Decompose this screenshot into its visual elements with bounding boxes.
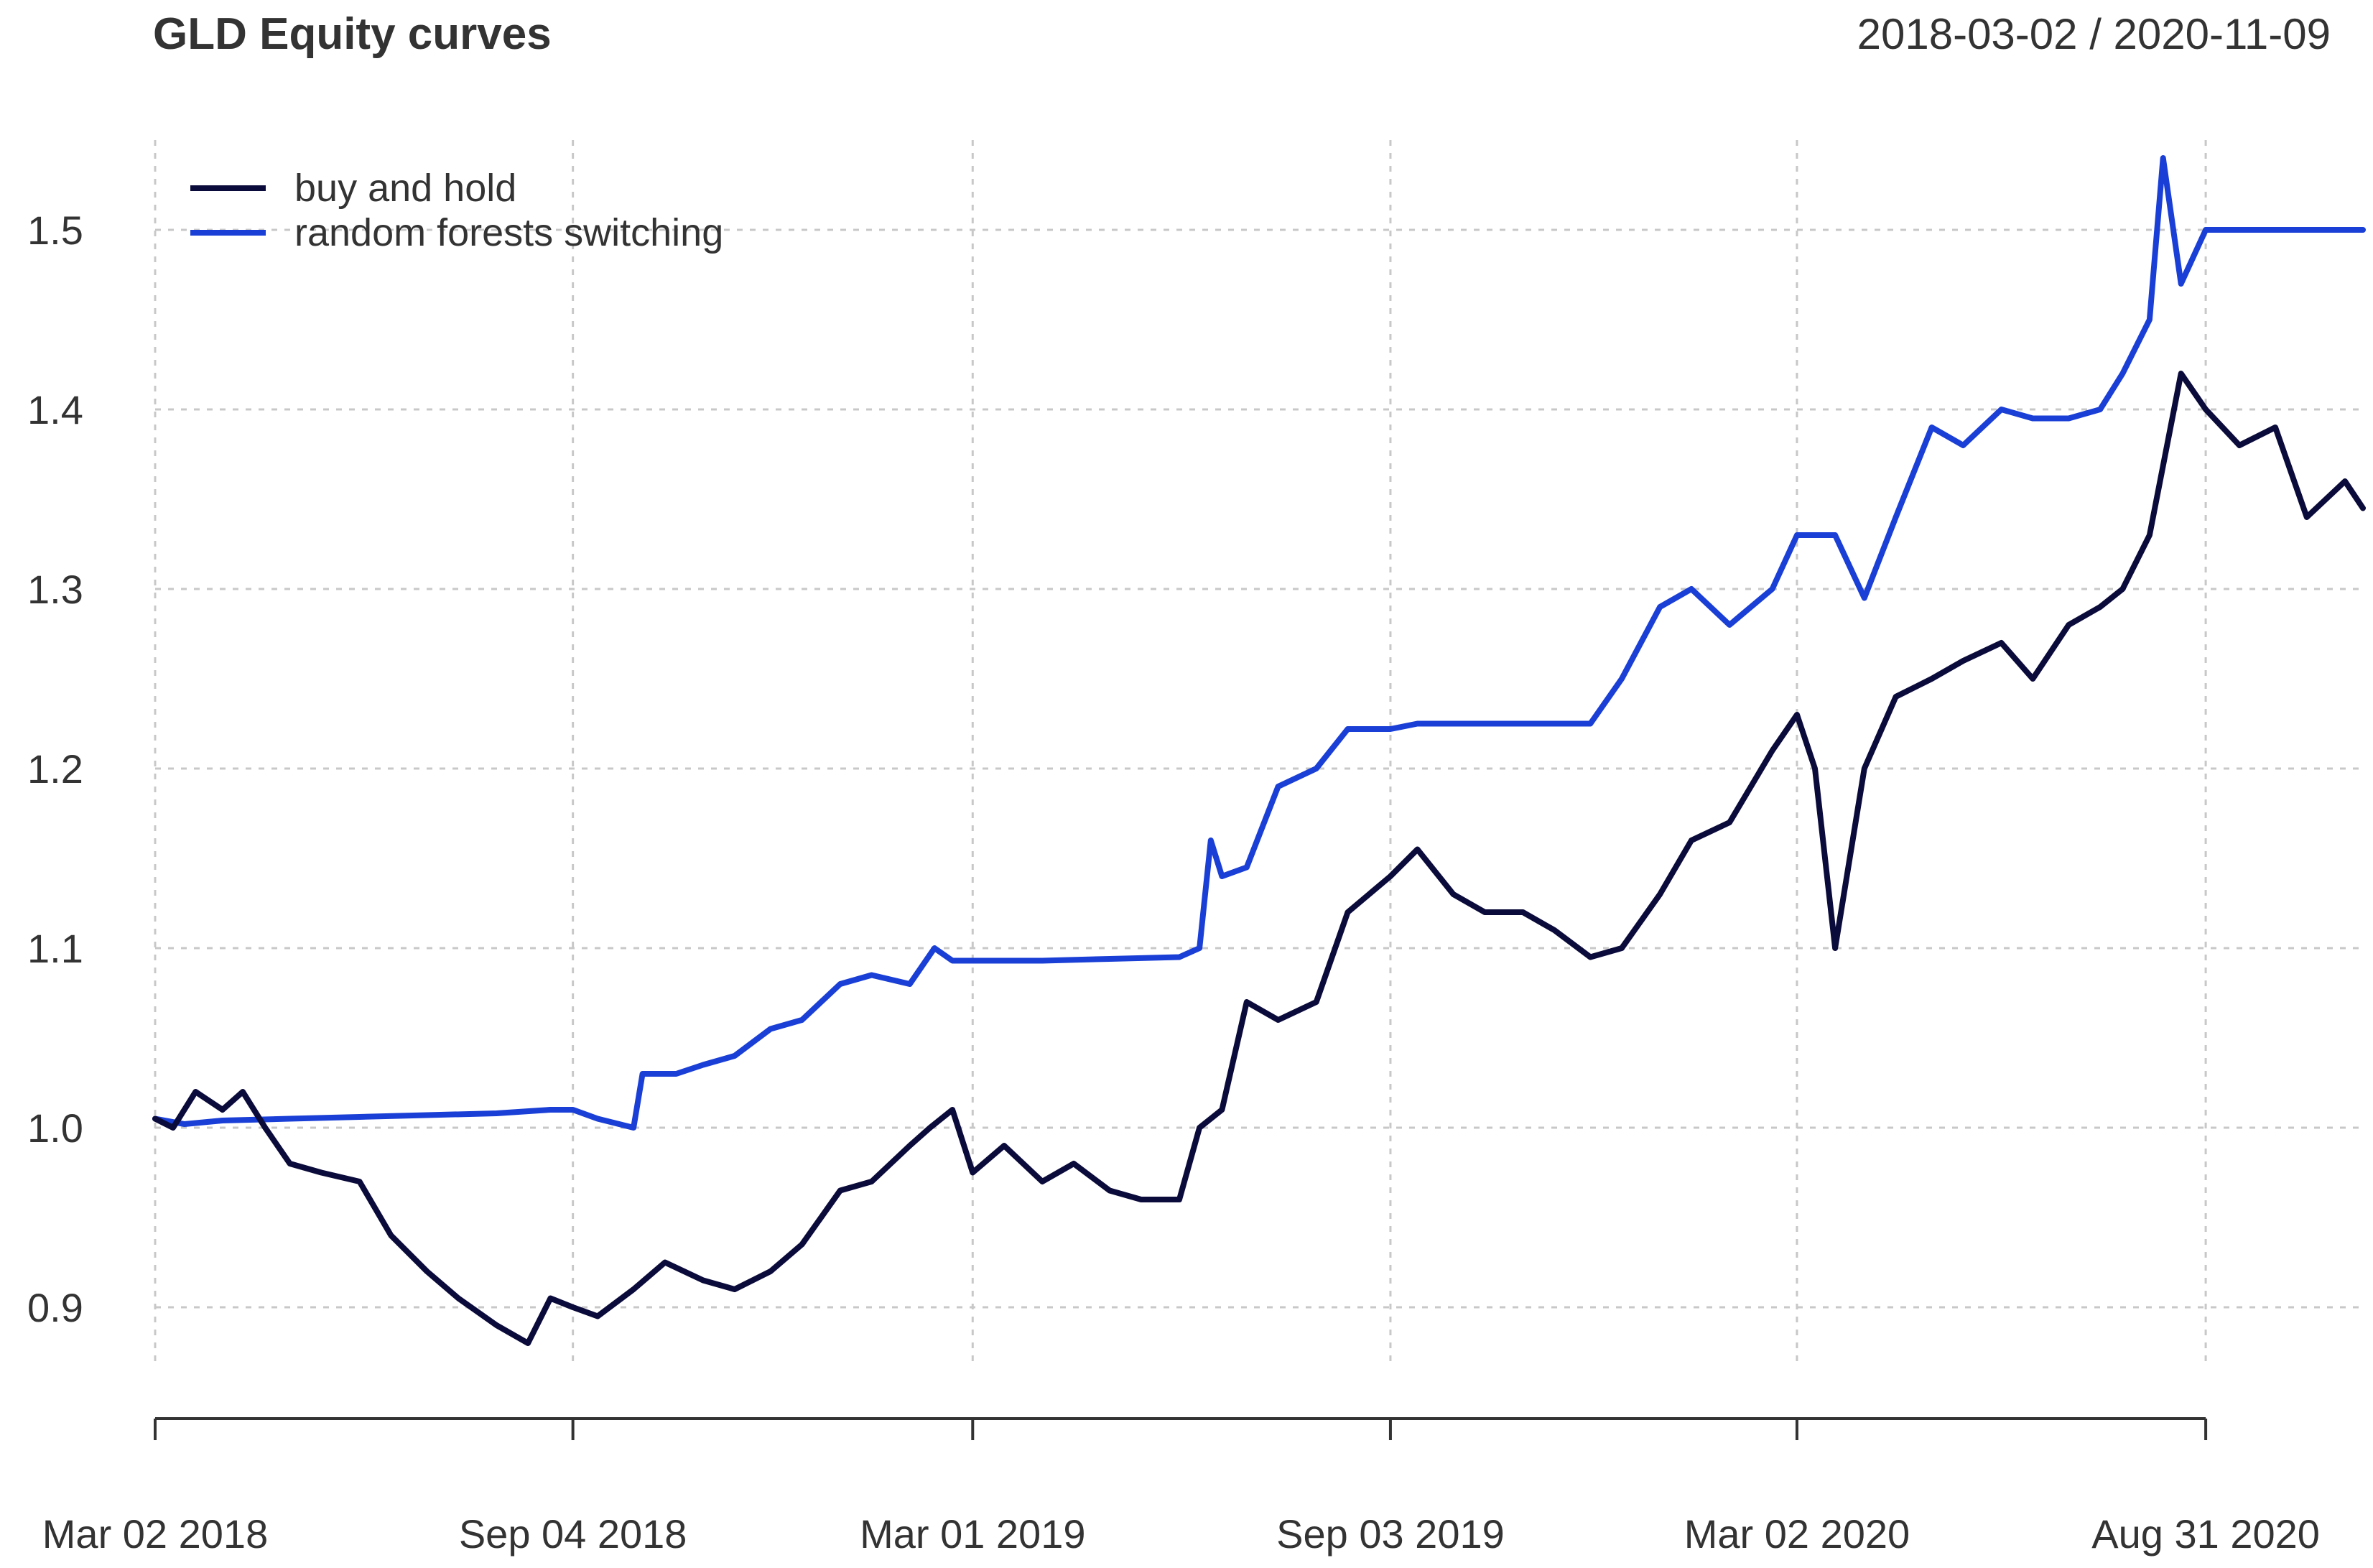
y-tick-label: 1.0	[27, 1105, 83, 1151]
series-line-buy-and-hold	[152, 371, 2366, 1346]
y-tick-label: 1.5	[27, 208, 83, 253]
y-tick-label: 0.9	[27, 1285, 83, 1330]
x-tick-label: Mar 02 2018	[42, 1511, 268, 1557]
y-tick-label: 1.3	[27, 567, 83, 612]
x-axis: Mar 02 2018 Sep 04 2018 Mar 01 2019 Sep 03 …	[42, 1417, 2320, 1557]
date-range-label: 2018-03-02 / 2020-11-09	[1857, 10, 2331, 58]
y-axis: 0.9 1.0 1.1 1.2 1.3 1.4 1.5	[27, 208, 83, 1330]
x-tick-label: Sep 03 2019	[1276, 1511, 1505, 1557]
y-tick-label: 1.1	[27, 926, 83, 971]
x-tick-label: Mar 01 2019	[860, 1511, 1085, 1557]
series-lines	[152, 155, 2366, 1346]
chart-title: GLD Equity curves	[153, 9, 552, 59]
series-line-random-forests-switching	[152, 155, 2366, 1131]
y-tick-label: 1.4	[27, 387, 83, 432]
x-tick-label: Sep 04 2018	[459, 1511, 687, 1557]
legend-label: buy and hold	[294, 167, 516, 210]
y-tick-label: 1.2	[27, 746, 83, 792]
grid	[154, 140, 2363, 1361]
x-tick-label: Aug 31 2020	[2091, 1511, 2320, 1557]
x-tick-label: Mar 02 2020	[1684, 1511, 1910, 1557]
legend-label: random forests switching	[294, 211, 723, 254]
